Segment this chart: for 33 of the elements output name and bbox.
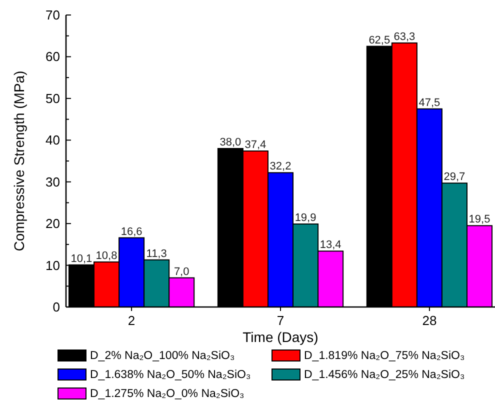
- x-tick-label: 2: [128, 313, 136, 328]
- data-label: 13,4: [320, 239, 342, 252]
- y-tick-label: 70: [46, 8, 60, 22]
- legend-label: D_2% Na₂O_100% Na₂SiO₃: [90, 350, 235, 362]
- data-label: 38,0: [220, 136, 242, 148]
- data-label: 11,3: [146, 248, 167, 260]
- data-label: 19,9: [294, 212, 316, 224]
- y-tick-label: 0: [52, 300, 60, 314]
- data-label: 32,2: [270, 160, 292, 173]
- data-label: 7,0: [174, 266, 190, 278]
- data-label: 47,5: [418, 96, 440, 109]
- data-label: 19,5: [468, 214, 490, 226]
- legend-label: D_1.456% Na₂O_25% Na₂SiO₃: [304, 369, 465, 381]
- x-tick-label: 7: [276, 313, 284, 328]
- y-tick-label: 30: [46, 174, 60, 190]
- x-tick-label: 28: [422, 313, 437, 328]
- data-label: 62,5: [368, 34, 390, 46]
- data-label: 10,8: [96, 250, 118, 262]
- y-axis-title: Compressive Strength (MPa): [11, 70, 27, 252]
- data-label: 10,1: [70, 252, 92, 265]
- data-label: 16,6: [120, 226, 142, 238]
- data-label: 37,4: [244, 138, 266, 151]
- data-label: 29,7: [444, 171, 466, 184]
- legend-label: D_1.275% Na₂O_0% Na₂SiO₃: [90, 388, 245, 400]
- data-label: 63,3: [394, 30, 416, 43]
- y-tick-label: 50: [46, 90, 60, 106]
- y-tick-label: 20: [46, 216, 60, 232]
- legend-label: D_1.638% Na₂O_50% Na₂SiO₃: [90, 369, 251, 381]
- x-axis-title: Time (Days): [242, 329, 318, 345]
- y-tick-label: 60: [46, 49, 60, 64]
- y-tick-label: 40: [46, 132, 60, 148]
- legend-label: D_1.819% Na₂O_75% Na₂SiO₃: [304, 350, 465, 362]
- y-tick-label: 10: [46, 258, 60, 273]
